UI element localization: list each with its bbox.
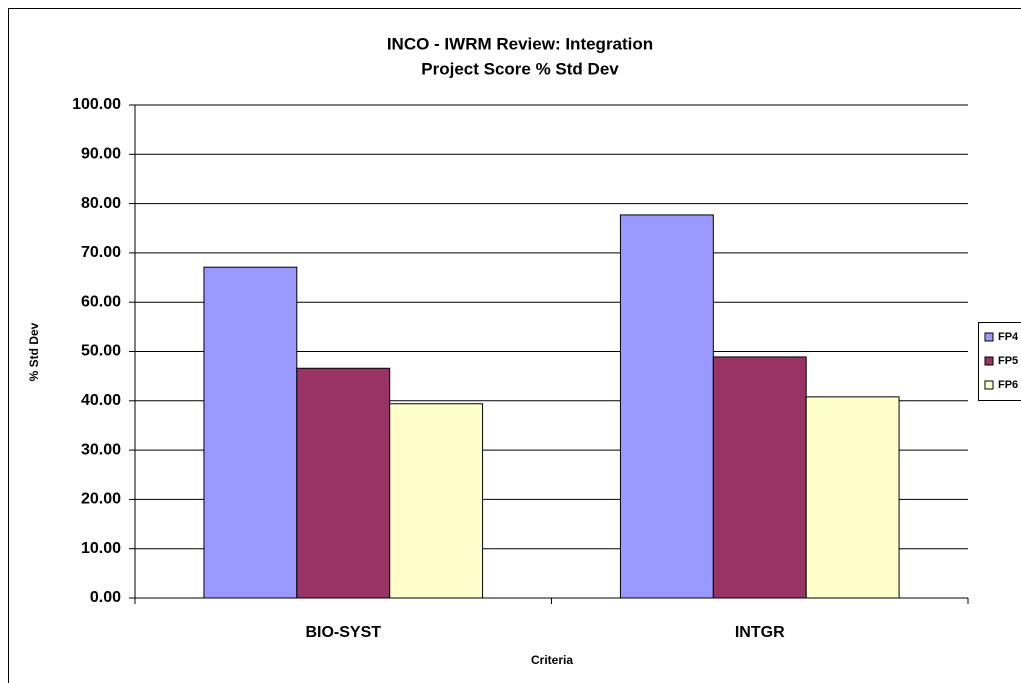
bar — [712, 356, 807, 599]
bar — [389, 403, 484, 599]
y-tick-label: 80.00 — [81, 195, 121, 212]
y-tick-label: 20.00 — [81, 491, 121, 508]
bar — [805, 396, 900, 599]
legend-label: FP5 — [998, 355, 1018, 367]
chart-title: INCO - IWRM Review: Integration — [387, 34, 653, 53]
x-axis-title: Criteria — [531, 653, 573, 667]
bar — [203, 266, 298, 599]
legend-swatch — [984, 380, 994, 390]
y-tick-label: 50.00 — [81, 343, 121, 360]
y-tick-label: 0.00 — [90, 589, 121, 606]
legend-swatch — [984, 332, 994, 342]
y-tick-label: 30.00 — [81, 441, 121, 458]
y-tick-label: 70.00 — [81, 244, 121, 261]
y-tick-label: 60.00 — [81, 293, 121, 310]
legend-label: FP4 — [998, 331, 1019, 343]
y-axis-title: % Std Dev — [27, 322, 41, 381]
bar — [619, 214, 714, 599]
y-tick-label: 10.00 — [81, 540, 121, 557]
y-tick-label: 90.00 — [81, 146, 121, 163]
y-tick-label: 100.00 — [72, 96, 121, 113]
x-tick-label: BIO-SYST — [305, 624, 381, 641]
x-tick-label: INTGR — [735, 624, 785, 641]
chart-subtitle: Project Score % Std Dev — [421, 59, 619, 78]
bar — [296, 367, 391, 599]
y-tick-label: 40.00 — [81, 392, 121, 409]
legend-swatch — [984, 356, 994, 366]
legend-label: FP6 — [998, 379, 1018, 391]
